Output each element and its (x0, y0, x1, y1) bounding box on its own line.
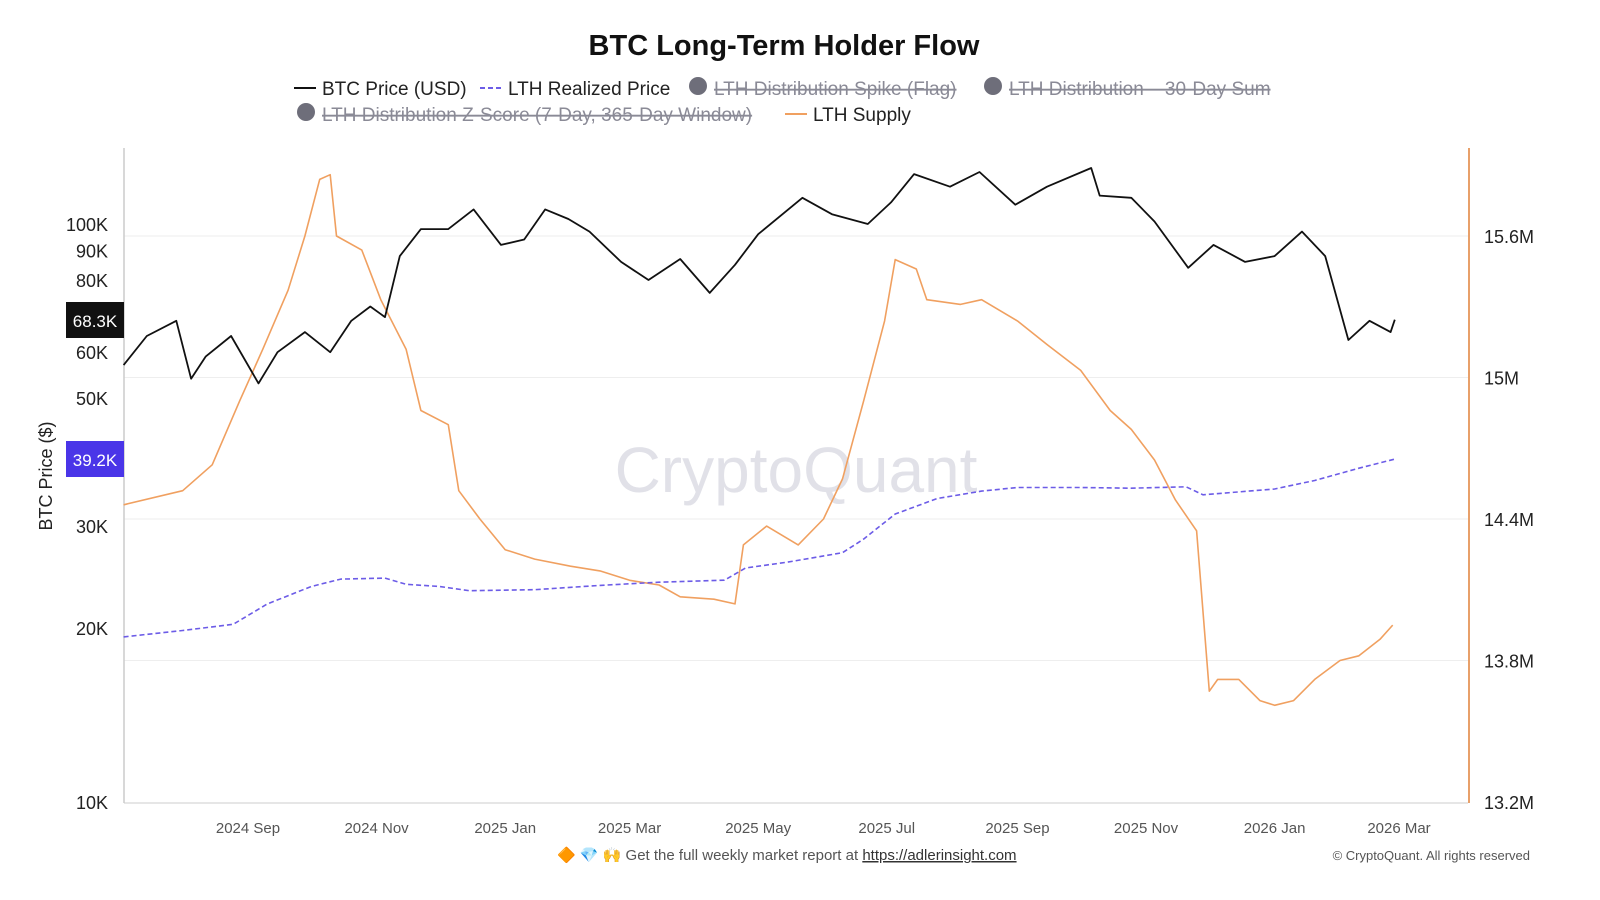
realized-price-current-label: 39.2K (66, 441, 124, 477)
legend-label: LTH Distribution Z-Score (7-Day, 365-Day… (322, 105, 752, 126)
legend-label: LTH Realized Price (508, 79, 670, 100)
btc-price-value: 68.3K (73, 312, 118, 331)
right-tick-label: 15M (1484, 369, 1519, 389)
x-tick-label: 2024 Nov (344, 820, 409, 837)
realized-price-value: 39.2K (73, 451, 118, 470)
lth-realized-price-line (123, 458, 1395, 638)
legend-item-distribution-zscore[interactable]: LTH Distribution Z-Score (7-Day, 365-Day… (297, 103, 752, 126)
x-tick-label: 2025 Nov (1114, 820, 1179, 837)
x-tick-label: 2025 Jan (474, 820, 536, 837)
x-tick-label: 2024 Sep (216, 820, 280, 837)
x-tick-label: 2026 Jan (1244, 820, 1306, 837)
right-tick-label: 15.6M (1484, 227, 1534, 247)
right-tick-label: 13.8M (1484, 652, 1534, 672)
right-axis-ticks: 13.2M 13.8M 14.4M 15M 15.6M (1484, 227, 1534, 813)
btc-price-current-label: 68.3K (66, 302, 124, 338)
series-group (122, 167, 1396, 707)
lth-supply-line (123, 173, 1394, 707)
realized-price-label-box (66, 441, 124, 477)
legend: BTC Price (USD) LTH Realized Price LTH D… (294, 77, 1271, 126)
footer-text: Get the full weekly market report at (626, 847, 863, 864)
legend-label: LTH Distribution Spike (Flag) (714, 79, 957, 100)
x-tick-label: 2025 Mar (598, 820, 661, 837)
legend-item-lth-supply[interactable]: LTH Supply (785, 105, 911, 126)
left-tick-label: 80K (76, 271, 108, 291)
legend-label: BTC Price (USD) (322, 79, 467, 100)
x-axis-ticks: 2024 Sep 2024 Nov 2025 Jan 2025 Mar 2025 May… (216, 820, 1431, 837)
dot-icon (297, 103, 315, 121)
legend-item-realized-price[interactable]: LTH Realized Price (480, 79, 670, 100)
right-tick-label: 14.4M (1484, 510, 1534, 530)
footer-note: 🔶 💎 🙌 Get the full weekly market report … (557, 846, 1017, 864)
watermark: CryptoQuant (615, 434, 978, 506)
legend-item-distribution-30day[interactable]: LTH Distribution – 30-Day Sum (984, 77, 1271, 100)
x-tick-label: 2025 Sep (985, 820, 1049, 837)
x-tick-label: 2025 May (725, 820, 791, 837)
btc-price-label-box (66, 302, 124, 338)
gridlines (124, 235, 1468, 661)
legend-label: LTH Supply (813, 105, 911, 126)
left-axis-ticks: 10K 20K 30K 50K 60K 80K 90K 100K (66, 215, 108, 813)
emoji-icons: 🔶 💎 🙌 (557, 846, 621, 864)
left-tick-label: 20K (76, 619, 108, 639)
dot-icon (984, 77, 1002, 95)
btc-price-usd-line (122, 167, 1396, 385)
copyright: © CryptoQuant. All rights reserved (1333, 848, 1530, 863)
y-axis-label: BTC Price ($) (36, 421, 56, 530)
footer-link[interactable]: https://adlerinsight.com (862, 847, 1016, 864)
x-tick-label: 2026 Mar (1367, 820, 1430, 837)
left-tick-label: 50K (76, 389, 108, 409)
chart-title: BTC Long-Term Holder Flow (589, 30, 980, 62)
x-tick-label: 2025 Jul (858, 820, 915, 837)
legend-label: LTH Distribution – 30-Day Sum (1009, 79, 1271, 100)
dot-icon (689, 77, 707, 95)
left-tick-label: 100K (66, 215, 108, 235)
left-tick-label: 60K (76, 343, 108, 363)
left-tick-label: 90K (76, 241, 108, 261)
left-tick-label: 10K (76, 793, 108, 813)
legend-item-btc-price[interactable]: BTC Price (USD) (294, 79, 467, 100)
left-tick-label: 30K (76, 517, 108, 537)
right-tick-label: 13.2M (1484, 793, 1534, 813)
legend-item-distribution-spike[interactable]: LTH Distribution Spike (Flag) (689, 77, 957, 100)
